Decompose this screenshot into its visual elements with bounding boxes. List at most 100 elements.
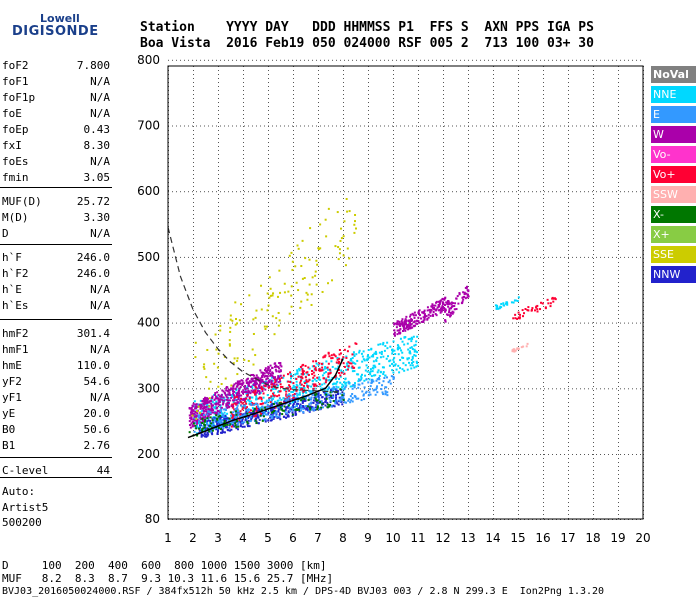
- grid-dot: [368, 470, 369, 471]
- param-value: 246.0: [76, 267, 110, 280]
- data-point: [297, 407, 300, 410]
- grid-dot: [568, 218, 569, 219]
- grid-dot: [632, 191, 633, 193]
- grid-dot: [443, 274, 444, 275]
- grid-dot: [560, 454, 561, 455]
- grid-dot: [393, 154, 394, 155]
- grid-dot: [343, 454, 344, 455]
- grid-dot: [504, 125, 505, 127]
- grid-dot: [468, 490, 469, 491]
- data-point: [195, 415, 198, 418]
- grid-dot: [468, 358, 469, 359]
- data-point: [411, 337, 414, 340]
- grid-dot: [393, 486, 394, 487]
- grid-dot: [218, 302, 219, 303]
- grid-dot: [200, 388, 201, 390]
- grid-dot: [268, 478, 269, 479]
- grid-dot: [293, 438, 294, 439]
- grid-dot: [418, 274, 419, 275]
- data-point: [238, 398, 241, 401]
- grid-dot: [568, 94, 569, 95]
- data-point: [246, 391, 249, 394]
- grid-dot: [468, 150, 469, 151]
- grid-dot: [268, 250, 269, 251]
- grid-dot: [368, 110, 369, 111]
- data-point: [251, 377, 254, 380]
- grid-dot: [518, 210, 519, 211]
- grid-dot: [593, 478, 594, 479]
- grid-dot: [568, 246, 569, 247]
- grid-dot: [218, 130, 219, 131]
- grid-dot: [243, 462, 244, 463]
- data-point: [221, 389, 224, 392]
- data-point: [226, 412, 229, 415]
- data-point: [188, 424, 191, 427]
- grid-dot: [393, 410, 394, 411]
- grid-dot: [320, 454, 321, 455]
- grid-dot: [252, 191, 253, 193]
- param-label: foE: [2, 107, 22, 120]
- grid-dot: [193, 218, 194, 219]
- data-point: [396, 344, 399, 347]
- grid-dot: [524, 322, 525, 324]
- grid-dot: [618, 130, 619, 131]
- data-point: [195, 419, 198, 422]
- data-point: [403, 343, 406, 346]
- data-point: [214, 405, 217, 408]
- data-point: [226, 428, 229, 431]
- grid-dot: [268, 482, 269, 483]
- grid-dot: [543, 90, 544, 91]
- grid-dot: [188, 454, 189, 455]
- grid-dot: [418, 246, 419, 247]
- grid-dot: [318, 110, 319, 111]
- grid-dot: [343, 250, 344, 251]
- grid-dot: [393, 86, 394, 87]
- grid-dot: [580, 388, 581, 390]
- data-point: [305, 391, 308, 394]
- grid-dot: [468, 334, 469, 335]
- data-point: [294, 401, 297, 404]
- data-point: [392, 340, 395, 343]
- grid-dot: [393, 126, 394, 127]
- data-point: [279, 362, 282, 365]
- grid-dot: [193, 382, 194, 383]
- grid-dot: [468, 106, 469, 107]
- grid-dot: [418, 250, 419, 251]
- param-label: hmE: [2, 359, 22, 372]
- data-point: [217, 429, 220, 432]
- data-point: [269, 405, 272, 408]
- grid-dot: [593, 334, 594, 335]
- grid-dot: [368, 234, 369, 235]
- grid-dot: [248, 59, 249, 61]
- grid-dot: [618, 366, 619, 367]
- grid-dot: [468, 402, 469, 403]
- grid-dot: [618, 370, 619, 371]
- grid-dot: [412, 388, 413, 390]
- grid-dot: [484, 191, 485, 193]
- grid-dot: [243, 386, 244, 387]
- grid-dot: [493, 274, 494, 275]
- grid-dot: [593, 450, 594, 451]
- grid-dot: [316, 125, 317, 127]
- grid-dot: [480, 191, 481, 193]
- grid-dot: [493, 498, 494, 499]
- grid-dot: [184, 191, 185, 193]
- data-point: [382, 366, 385, 369]
- grid-dot: [468, 78, 469, 79]
- grid-dot: [568, 70, 569, 71]
- data-point: [331, 365, 334, 368]
- grid-dot: [296, 388, 297, 390]
- grid-dot: [568, 146, 569, 147]
- param-label: yE: [2, 407, 16, 420]
- grid-dot: [318, 166, 319, 167]
- grid-dot: [393, 158, 394, 159]
- grid-dot: [280, 256, 281, 258]
- grid-dot: [493, 78, 494, 79]
- grid-dot: [268, 194, 269, 195]
- grid-dot: [476, 125, 477, 127]
- data-point: [335, 385, 338, 388]
- grid-dot: [318, 366, 319, 367]
- grid-dot: [593, 222, 594, 223]
- grid-dot: [343, 142, 344, 143]
- grid-dot: [343, 278, 344, 279]
